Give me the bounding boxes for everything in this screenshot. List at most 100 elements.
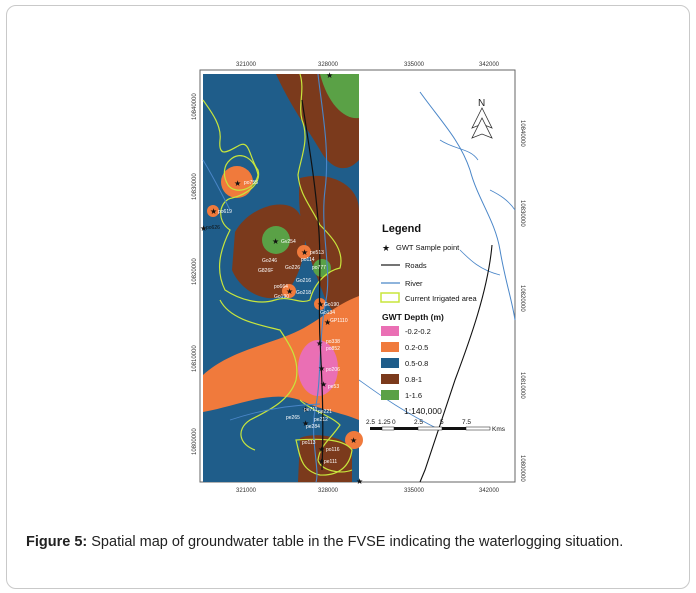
depth-0.2-0.5-patch-4 [282, 284, 296, 298]
depth-minus-0.2-0.2-zone [298, 340, 338, 396]
legend-irrigated-symbol [380, 292, 400, 303]
y-tick-right-2: 10830000 [519, 200, 525, 227]
y-tick-right-1: 10840000 [519, 120, 525, 147]
legend-depth-title: GWT Depth (m) [382, 312, 444, 322]
sample-point-label: G826F [258, 268, 273, 274]
legend-depth-swatch-1 [381, 326, 399, 336]
caption-label: Figure 5: [26, 534, 88, 550]
sample-point-label: Gv254 [281, 239, 296, 245]
sample-point-star: ★ [320, 380, 327, 389]
x-axis-ticks: 321000 328000 335000 342000 321000 32800… [236, 62, 500, 494]
river-east-branch-4 [358, 379, 441, 431]
x-tick-bottom-1: 321000 [236, 488, 257, 494]
sample-point-star: ★ [356, 477, 363, 486]
depth-1-1.6-patch-1 [262, 226, 290, 254]
sample-point-label: po338 [326, 339, 340, 345]
north-arrow-icon-lower [471, 117, 493, 139]
legend-depth-swatch-2 [381, 342, 399, 352]
river-branch [202, 159, 231, 211]
river-main [313, 73, 329, 483]
sample-point-label: po113 [302, 440, 316, 446]
sample-point-label: po664 [274, 284, 288, 290]
depth-0.2-0.5-patch-6 [321, 316, 333, 328]
figure-caption: Figure 5: Spatial map of groundwater tab… [26, 532, 672, 552]
sample-point-label: Go226 [285, 265, 300, 271]
legend-depth-swatch-5 [381, 390, 399, 400]
x-tick-top-2: 328000 [318, 62, 339, 68]
x-tick-top-1: 321000 [236, 62, 257, 68]
sample-point-label: Go216 [296, 278, 311, 284]
north-label: N [478, 98, 485, 109]
legend-star-icon: ★ [382, 243, 390, 253]
x-tick-top-4: 342000 [479, 62, 500, 68]
x-tick-bottom-4: 342000 [479, 488, 500, 494]
sample-point-label: pe111 [324, 459, 337, 465]
legend-depth-label-4: 0.8-1 [405, 375, 422, 384]
x-tick-bottom-3: 335000 [404, 488, 425, 494]
groundwater-map-figure: 321000 328000 335000 342000 321000 32800… [192, 62, 525, 494]
sample-point-label: Go246 [262, 258, 277, 264]
sample-point-star: ★ [302, 419, 309, 428]
y-tick-right-4: 10810000 [519, 372, 525, 399]
scale-tick-5: 5 [440, 419, 444, 426]
sample-point-label: po852 [326, 346, 340, 352]
y-tick-left-3: 10820000 [192, 258, 198, 285]
y-axis-ticks: 10840000 10830000 10820000 10810000 1080… [192, 93, 525, 483]
sample-point-label: Go190 [324, 302, 339, 308]
x-tick-bottom-2: 328000 [318, 488, 339, 494]
sample-point-label: Go190 [274, 294, 289, 300]
sample-point-star: ★ [302, 405, 309, 414]
scale-ratio: 1:140,000 [404, 406, 442, 416]
gwt-depth-raster [202, 73, 363, 483]
sample-point-star: ★ [316, 339, 323, 348]
scale-ticks: 2.5 1.25 0 2.5 5 7.5 Kms [366, 419, 506, 433]
sample-point-label: pe53 [328, 384, 339, 390]
river-east-branch-2 [489, 189, 516, 211]
y-tick-right-5: 10800000 [519, 455, 525, 482]
legend-irrigated-label: Current Irrigated area [405, 294, 478, 303]
road-east [419, 244, 493, 483]
legend-river-label: River [405, 279, 423, 288]
depth-0.8-1-south [298, 435, 352, 482]
legend-depth-swatch-3 [381, 358, 399, 368]
sample-point-star: ★ [301, 248, 308, 257]
y-tick-left-2: 10830000 [192, 173, 198, 200]
legend-depth-label-5: 1-1.6 [405, 391, 422, 400]
depth-1-1.6-north [320, 74, 359, 119]
east-area-features [229, 91, 516, 483]
map-legend: Legend ★ GWT Sample point Roads River Cu… [366, 223, 506, 433]
legend-depth-swatch-4 [381, 374, 399, 384]
sample-points: ★ po755 ★ po619 ★ po626 ★ Gv254 ★ pe513 … [200, 71, 363, 486]
sample-point-star: ★ [286, 287, 293, 296]
sample-point-label: po114 [301, 257, 315, 263]
sample-point-star: ★ [200, 224, 207, 233]
sample-point-label: po626 [206, 225, 220, 231]
sample-point-label: GP1110 [330, 318, 348, 324]
depth-0.8-1-east [299, 175, 359, 322]
sample-point-star: ★ [324, 318, 331, 327]
y-tick-right-3: 10820000 [519, 285, 525, 312]
legend-depth-label-1: -0.2-0.2 [405, 327, 431, 336]
sample-point-star: ★ [318, 364, 325, 373]
north-arrow: N [471, 98, 493, 139]
depth-0.2-0.5-patch-2 [207, 205, 219, 217]
sample-point-label: po777 [312, 265, 326, 271]
x-tick-top-3: 335000 [404, 62, 425, 68]
y-tick-left-4: 10810000 [192, 345, 198, 372]
scale-tick-3: 0 [392, 419, 396, 426]
sample-point-label: Go218 [296, 290, 311, 296]
scale-unit: Kms [492, 426, 506, 433]
sample-point-label: Go134 [320, 310, 335, 316]
sample-point-star: ★ [210, 207, 217, 216]
sample-point-star: ★ [318, 457, 325, 466]
depth-0.2-0.5-patch-3 [297, 245, 311, 259]
sample-point-label: pe513 [310, 250, 324, 256]
sample-point-label: po206 [326, 367, 340, 373]
legend-sample-point-label: GWT Sample point [396, 243, 460, 252]
sample-point-label: pe212 [314, 417, 328, 423]
legend-depth-label-2: 0.2-0.5 [405, 343, 428, 352]
river-east-branch-1 [439, 139, 479, 161]
sample-point-star: ★ [318, 445, 325, 454]
sample-point-star: ★ [350, 436, 357, 445]
sample-point-star: ★ [272, 237, 279, 246]
